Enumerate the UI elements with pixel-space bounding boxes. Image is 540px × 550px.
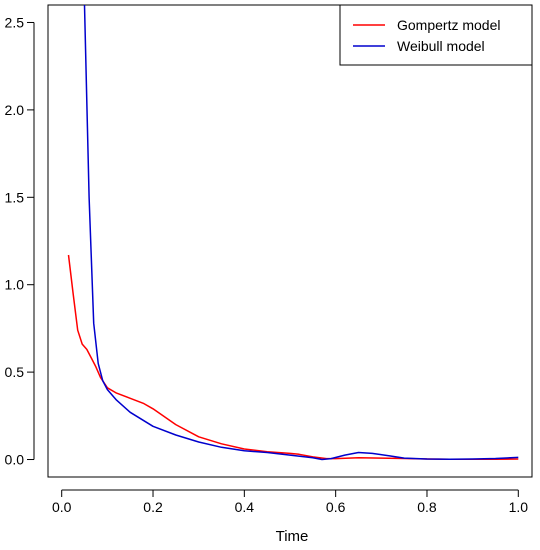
series-layer <box>67 5 519 461</box>
x-axis: 0.0 0.2 0.4 0.6 0.8 1.0 <box>52 489 529 515</box>
x-tick-label: 0.0 <box>52 499 72 515</box>
legend-box <box>339 4 533 66</box>
y-tick-label: 2.5 <box>5 14 25 30</box>
series-line-weibull <box>83 5 519 461</box>
y-axis: 0.0 0.5 1.0 1.5 2.0 2.5 <box>5 14 35 468</box>
y-tick-label: 0.0 <box>5 452 25 468</box>
x-tick-label: 1.0 <box>509 499 529 515</box>
y-tick-label: 2.0 <box>5 102 25 118</box>
plot-frame <box>47 4 533 478</box>
x-tick-label: 0.4 <box>235 499 255 515</box>
legend-label: Weibull model <box>397 38 485 54</box>
series-line-gompertz <box>67 254 519 460</box>
legend: Gompertz model Weibull model <box>339 4 533 66</box>
y-tick-label: 0.5 <box>5 364 25 380</box>
x-axis-title: Time <box>276 528 309 545</box>
y-tick-label: 1.5 <box>5 189 25 205</box>
x-tick-label: 0.8 <box>417 499 437 515</box>
x-tick-label: 0.6 <box>326 499 346 515</box>
y-tick-label: 1.0 <box>5 277 25 293</box>
legend-label: Gompertz model <box>397 17 500 33</box>
x-tick-label: 0.2 <box>143 499 163 515</box>
